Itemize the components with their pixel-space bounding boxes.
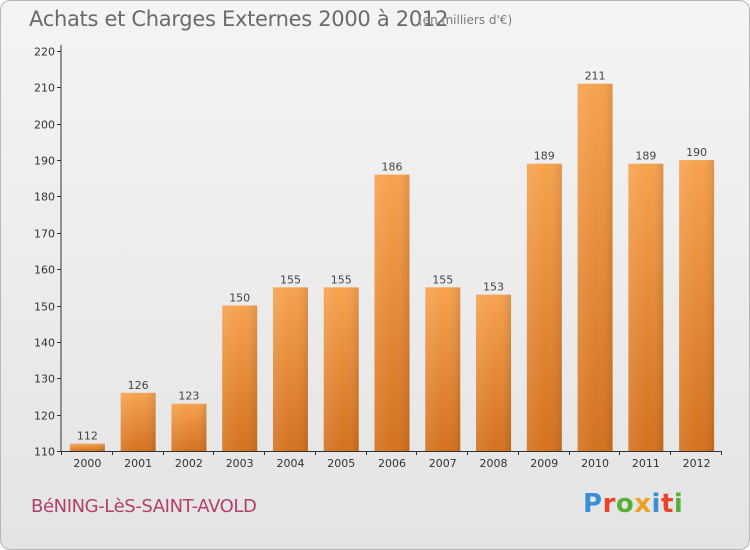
x-tick-label: 2011	[632, 457, 660, 470]
bar-shading	[679, 160, 715, 451]
bar-shading	[69, 443, 105, 451]
bars-layer	[69, 83, 715, 452]
x-tick-label: 2002	[175, 457, 203, 470]
y-tick-label: 130	[34, 373, 55, 386]
data-label: 190	[686, 146, 707, 159]
logo-letter: r	[602, 489, 616, 519]
x-tick-label: 2012	[683, 457, 711, 470]
data-label: 155	[280, 273, 301, 286]
data-label: 189	[635, 150, 656, 163]
bar-shading	[476, 294, 512, 451]
y-tick-label: 170	[34, 228, 55, 241]
chart-title: Achats et Charges Externes 2000 à 2012	[29, 7, 449, 31]
bar-shading	[222, 305, 258, 451]
data-label: 189	[534, 150, 555, 163]
logo-letter: t	[660, 489, 674, 519]
bar-shading	[323, 287, 359, 451]
y-tick-label: 150	[34, 301, 55, 314]
commune-name: BéNING-LèS-SAINT-AVOLD	[31, 496, 257, 517]
x-tick-label: 2000	[73, 457, 101, 470]
bar-shading	[374, 174, 410, 452]
x-tick-label: 2004	[276, 457, 304, 470]
x-tick-label: 2001	[124, 457, 152, 470]
bar-shading	[577, 83, 613, 452]
chart-subtitle: (en milliers d'€)	[418, 13, 513, 27]
x-tick-label: 2010	[581, 457, 609, 470]
x-tick-label: 2008	[480, 457, 508, 470]
bar-shading	[171, 403, 207, 451]
y-tick-label: 160	[34, 264, 55, 277]
logo-letter: i	[651, 489, 661, 519]
y-tick-label: 120	[34, 410, 55, 423]
x-tick-label: 2009	[530, 457, 558, 470]
bar-shading	[526, 163, 562, 451]
data-label: 153	[483, 281, 504, 294]
y-tick-label: 110	[34, 446, 55, 459]
bar-shading	[425, 287, 461, 451]
bar-shading	[272, 287, 308, 451]
y-tick-label: 200	[34, 119, 55, 132]
labels-layer: 112 126 123 150 155 155 186 155 153 189 211 189 190	[77, 70, 707, 443]
data-label: 112	[77, 430, 98, 443]
logo-letter: x	[634, 489, 652, 519]
logo-letter: P	[583, 489, 603, 519]
proxiti-logo: Proxiti	[583, 489, 683, 519]
y-tick-label: 190	[34, 155, 55, 168]
x-tick-label: 2005	[327, 457, 355, 470]
logo-letter: o	[615, 489, 635, 519]
bar-shading	[120, 392, 156, 451]
y-tick-label: 210	[34, 82, 55, 95]
x-tick-label: 2003	[226, 457, 254, 470]
y-tick-label: 180	[34, 191, 55, 204]
data-label: 150	[229, 292, 250, 305]
bar-shading	[628, 163, 664, 451]
logo-letter: i	[673, 489, 684, 519]
data-label: 123	[178, 390, 199, 403]
data-label: 155	[331, 273, 352, 286]
data-label: 211	[585, 70, 606, 83]
y-tick-label: 220	[34, 46, 55, 59]
x-tick-label: 2007	[429, 457, 457, 470]
data-label: 186	[382, 161, 403, 174]
axis-layer: 110 120 130 140 150 160 170 180 190 200 210 220 2000…	[34, 45, 722, 470]
data-label: 155	[432, 273, 453, 286]
data-label: 126	[128, 379, 149, 392]
y-tick-label: 140	[34, 337, 55, 350]
x-tick-label: 2006	[378, 457, 406, 470]
